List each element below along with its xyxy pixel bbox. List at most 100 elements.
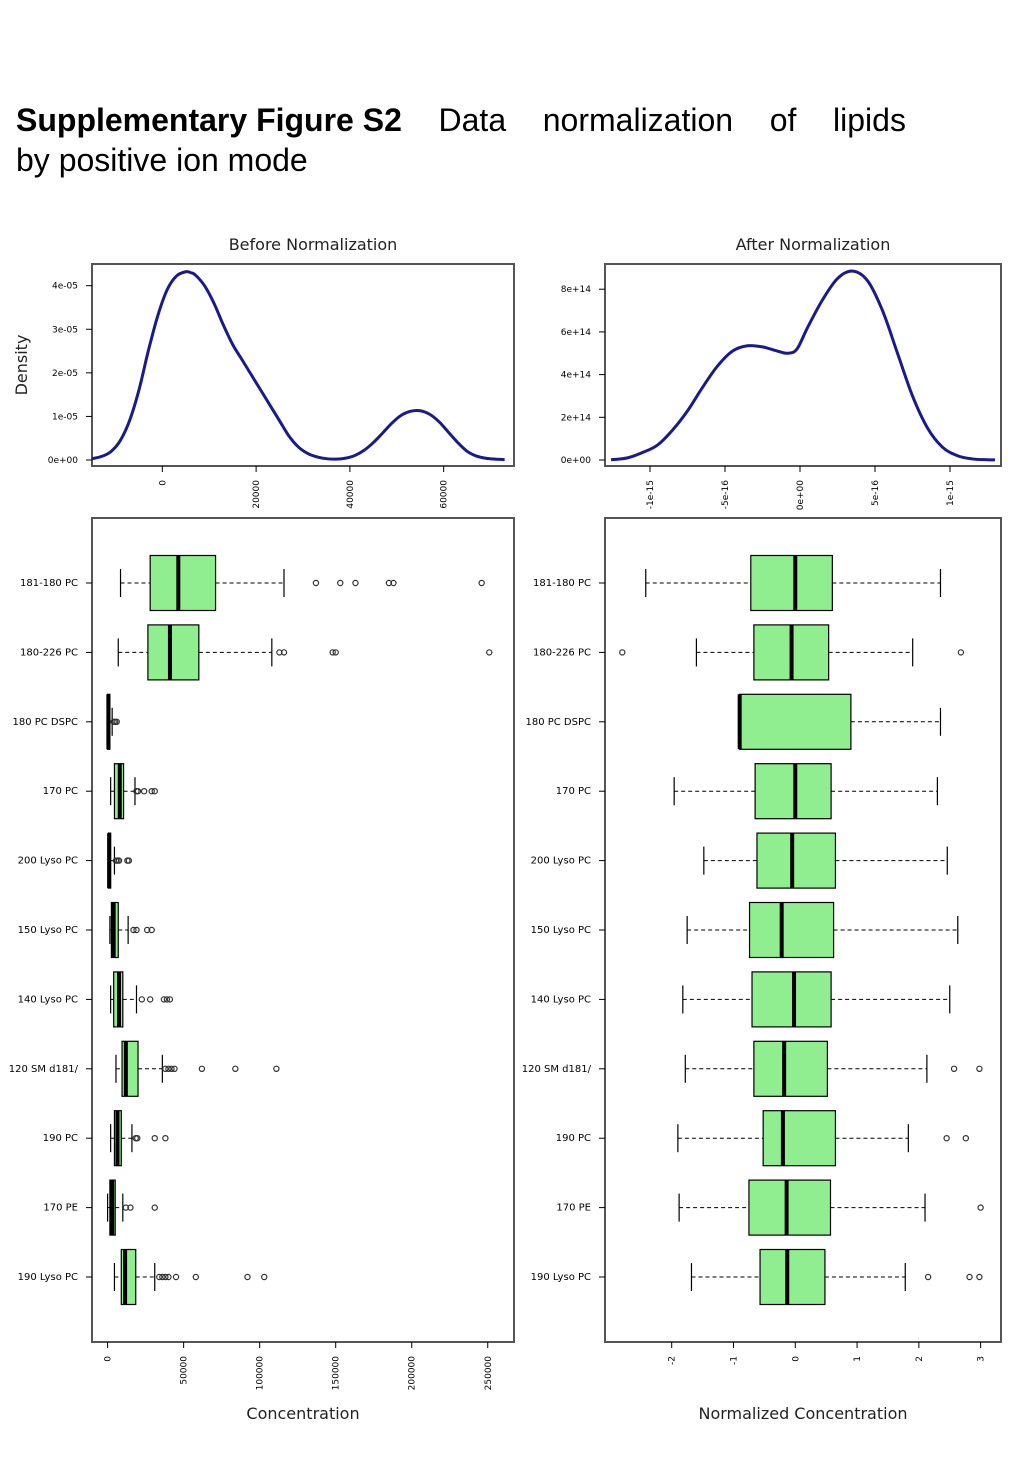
- iqr-box: [756, 832, 837, 889]
- caption-word: normalization: [542, 102, 734, 138]
- box-row: 200 Lyso PC: [18, 832, 133, 889]
- outlier-point: [151, 1204, 158, 1211]
- caption-line-2: by positive ion mode: [16, 142, 308, 178]
- outlier-point: [280, 649, 288, 656]
- box-row: 150 Lyso PC: [531, 901, 959, 959]
- outlier-point: [160, 996, 168, 1003]
- box-row: 170 PE: [556, 1179, 984, 1236]
- x-tick-label: 50000: [180, 1356, 190, 1385]
- category-label: 200 Lyso PC: [18, 856, 78, 867]
- box-row: 170 PC: [556, 763, 938, 820]
- outlier-point: [125, 857, 133, 864]
- box-row: 150 Lyso PC: [18, 901, 155, 959]
- box-row: 120 SM d181/: [9, 1040, 280, 1097]
- category-label: 140 Lyso PC: [18, 994, 78, 1005]
- outlier-point: [962, 1134, 970, 1142]
- outlier-point: [171, 1065, 178, 1073]
- outlier-point: [122, 1204, 130, 1211]
- category-label: 190 PC: [556, 1133, 591, 1144]
- outlier-point: [943, 1134, 950, 1142]
- outlier-point: [390, 579, 397, 587]
- category-label: 150 Lyso PC: [531, 925, 591, 936]
- box-row: 140 Lyso PC: [531, 971, 951, 1028]
- outlier-point: [148, 926, 155, 934]
- outlier-point: [924, 1273, 932, 1281]
- y-tick-label: 6e+14: [561, 328, 592, 338]
- density-curve: [91, 270, 505, 462]
- y-tick-label: 8e+14: [561, 285, 592, 295]
- outlier-point: [162, 1273, 169, 1281]
- outlier-point: [244, 1273, 251, 1281]
- outlier-point: [146, 996, 154, 1003]
- outlier-point: [166, 996, 174, 1003]
- box-row: 181-180 PC: [533, 554, 942, 612]
- box-row: 181-180 PC: [20, 554, 485, 612]
- outlier-point: [976, 1273, 983, 1281]
- iqr-box: [762, 1110, 837, 1167]
- iqr-box: [759, 1248, 826, 1306]
- box-row: 170 PC: [43, 763, 158, 820]
- caption-figure-label: Supplementary Figure S2: [16, 102, 402, 138]
- category-label: 170 PE: [556, 1203, 591, 1214]
- category-label: 180 PC DSPC: [525, 717, 591, 728]
- iqr-box: [147, 624, 200, 681]
- outlier-point: [337, 579, 344, 587]
- concentration-boxplot: Concentration 0 50000 100000 150000 200000 250…: [9, 517, 515, 1423]
- outlier-point: [385, 579, 393, 587]
- x-tick-label: 0e+00: [796, 480, 806, 511]
- outlier-point: [478, 579, 485, 587]
- box-row: 120 SM d181/: [522, 1040, 983, 1097]
- category-label: 190 PC: [43, 1133, 78, 1144]
- box-row: 170 PE: [43, 1179, 158, 1236]
- box-row: 190 Lyso PC: [531, 1248, 983, 1306]
- x-tick-label: 0: [158, 480, 168, 486]
- outlier-point: [159, 1273, 166, 1281]
- caption-word: lipids: [833, 102, 906, 138]
- category-label: 200 Lyso PC: [531, 856, 591, 867]
- outlier-point: [332, 649, 339, 656]
- outlier-point: [127, 1204, 134, 1211]
- outlier-point: [115, 857, 123, 864]
- box-row: 190 Lyso PC: [18, 1248, 268, 1306]
- outlier-point: [232, 1065, 239, 1073]
- x-tick-label: -2: [668, 1356, 678, 1365]
- category-label: 150 Lyso PC: [18, 925, 78, 936]
- outlier-point: [165, 1273, 172, 1281]
- x-tick-label: 250000: [484, 1356, 494, 1391]
- x-tick-label: 200000: [408, 1356, 418, 1391]
- category-label: 170 PC: [43, 786, 78, 797]
- caption-word: of: [769, 102, 797, 138]
- figure-caption: Supplementary Figure S2 Data normalizati…: [16, 100, 906, 180]
- category-label: 181-180 PC: [533, 578, 591, 589]
- box-row: 190 PC: [43, 1110, 169, 1167]
- outlier-point: [134, 1134, 141, 1142]
- density-curve: [610, 269, 996, 462]
- x-tick-label: 20000: [252, 480, 262, 509]
- chart-title: After Normalization: [736, 235, 891, 254]
- outlier-point: [352, 579, 359, 587]
- x-axis-label: Concentration: [246, 1404, 359, 1423]
- outlier-point: [957, 649, 965, 656]
- box-row: 180 PC DSPC: [12, 693, 120, 750]
- plot-frame: [604, 263, 1002, 467]
- outlier-point: [151, 788, 158, 795]
- x-tick-label: 150000: [332, 1356, 342, 1391]
- box-row: 180 PC DSPC: [525, 693, 942, 750]
- category-label: 120 SM d181/: [522, 1064, 592, 1075]
- outlier-point: [312, 579, 320, 587]
- y-tick-label: 1e-05: [52, 412, 78, 422]
- iqr-box: [753, 1040, 829, 1097]
- iqr-box: [750, 554, 833, 612]
- outlier-point: [172, 1273, 180, 1281]
- before-normalization-density-plot: Before Normalization Density 0e+00 1e-05 2e-…: [12, 235, 515, 509]
- x-tick-label: 1: [853, 1356, 863, 1362]
- outlier-point: [151, 1134, 158, 1142]
- category-label: 120 SM d181/: [9, 1064, 79, 1075]
- outlier-point: [162, 1134, 169, 1142]
- x-tick-label: 0: [104, 1356, 114, 1362]
- y-tick-label: 0e+00: [48, 456, 79, 466]
- outlier-point: [156, 1273, 163, 1281]
- x-tick-label: -5e-16: [721, 480, 731, 509]
- x-tick-label: 60000: [440, 480, 450, 509]
